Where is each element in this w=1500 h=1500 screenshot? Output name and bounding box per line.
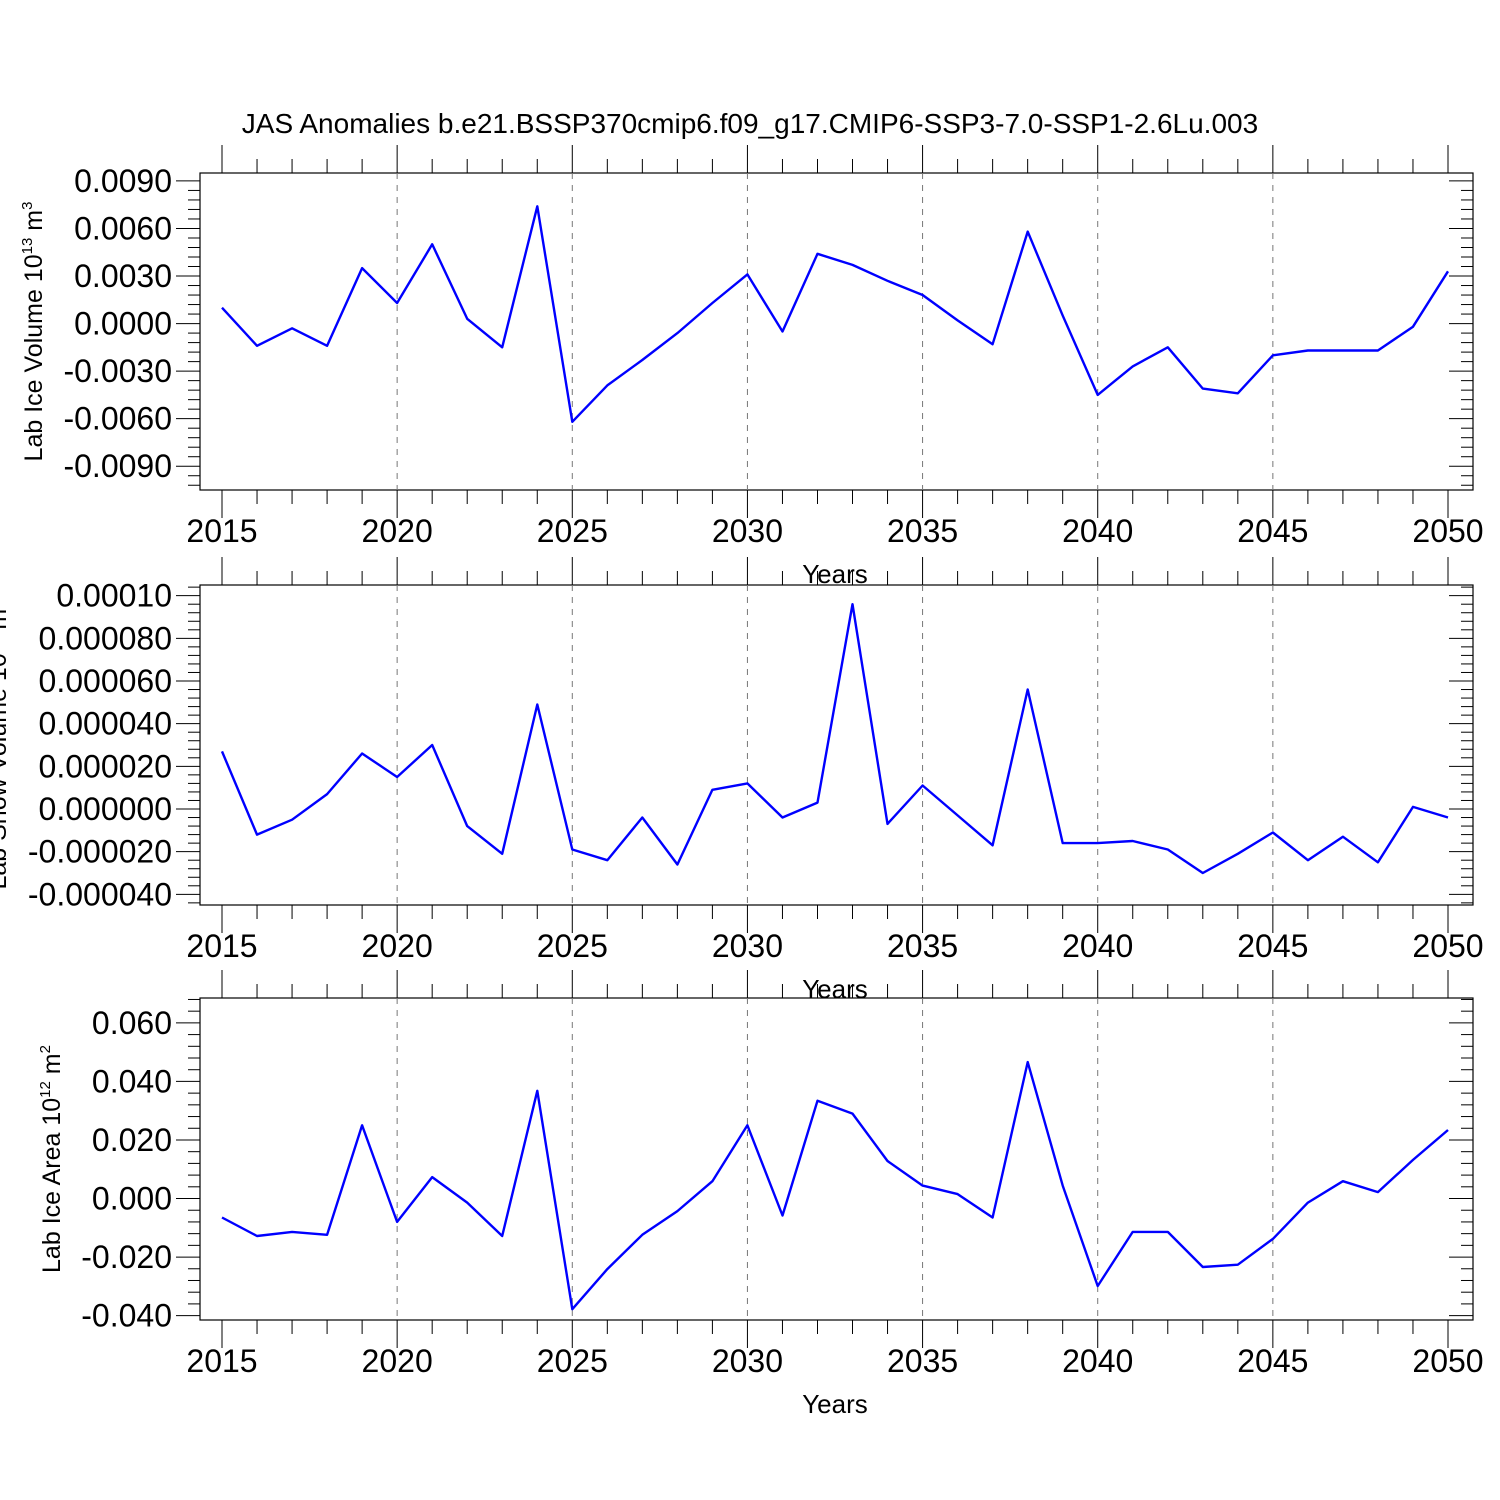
panel-lab-ice-volume: 2015 2020 2025 2030 2035 2040 2045 2050 Years 0.0…: [19, 145, 1484, 589]
x-axis-label: Years: [802, 974, 868, 1004]
x-tick-label: 2035: [887, 1343, 958, 1379]
y-tick-label: 0.000080: [39, 620, 172, 656]
x-tick-label: 2040: [1062, 928, 1133, 964]
plot-frame: [199, 584, 1474, 906]
y-tick-label: -0.0090: [63, 448, 172, 484]
x-tick-label: 2040: [1062, 1343, 1133, 1379]
y-tick-label: -0.040: [81, 1298, 172, 1334]
x-tick-label: 2025: [537, 513, 608, 549]
y-tick-label: -0.000040: [28, 876, 172, 912]
x-tick-label: 2020: [362, 1343, 433, 1379]
x-tick-label: 2015: [186, 1343, 257, 1379]
x-tick-label: 2035: [887, 513, 958, 549]
x-tick-label: 2015: [186, 513, 257, 549]
y-axis-label: Lab Ice Area 1012 m2: [37, 1045, 66, 1273]
y-axis-label: Lab Snow Volume 1013 m3: [0, 600, 12, 889]
panel-lab-snow-volume: 2015 2020 2025 2030 2035 2040 2045 2050 Years 0.0…: [0, 557, 1484, 1004]
x-tick-label: 2020: [362, 513, 433, 549]
y-tick-label: 0.0000: [74, 306, 172, 342]
y-tick-label: 0.00010: [56, 578, 172, 614]
x-tick-label: 2045: [1237, 1343, 1308, 1379]
plot-frame: [199, 997, 1474, 1321]
y-tick-label: 0.000040: [39, 706, 172, 742]
x-tick-label: 2050: [1412, 928, 1483, 964]
y-tick-label: 0.0030: [74, 258, 172, 294]
series-line: [221, 205, 1450, 423]
x-tick-label: 2050: [1412, 513, 1483, 549]
y-axis-label: Lab Ice Volume 1013 m3: [19, 202, 48, 462]
y-tick-label: -0.020: [81, 1239, 172, 1275]
x-tick-label: 2025: [537, 1343, 608, 1379]
y-tick-label: 0.060: [92, 1005, 172, 1041]
x-tick-label: 2050: [1412, 1343, 1483, 1379]
series-line: [220, 603, 1449, 875]
chart-title: JAS Anomalies b.e21.BSSP370cmip6.f09_g17…: [242, 108, 1258, 139]
y-tick-label: 0.000000: [39, 791, 172, 827]
y-tick-label: 0.020: [92, 1122, 172, 1158]
x-tick-label: 2045: [1237, 928, 1308, 964]
y-tick-label: 0.0060: [74, 210, 172, 246]
y-tick-label: -0.0030: [63, 353, 172, 389]
y-tick-label: -0.000020: [28, 834, 172, 870]
y-tick-label: 0.040: [92, 1063, 172, 1099]
panel-lab-ice-area: 2015 2020 2025 2030 2035 2040 2045 2050 Years 0.0…: [37, 970, 1484, 1419]
x-tick-label: 2035: [887, 928, 958, 964]
x-axis-label: Years: [802, 559, 868, 589]
x-tick-label: 2030: [712, 1343, 783, 1379]
x-axis-label: Years: [802, 1389, 868, 1419]
x-tick-label: 2015: [186, 928, 257, 964]
y-tick-label: 0.000060: [39, 663, 172, 699]
y-tick-label: -0.0060: [63, 401, 172, 437]
plot-frame: [199, 172, 1474, 491]
x-tick-label: 2045: [1237, 513, 1308, 549]
x-tick-label: 2040: [1062, 513, 1133, 549]
y-tick-label: 0.0090: [74, 163, 172, 199]
x-tick-label: 2030: [712, 928, 783, 964]
x-tick-label: 2025: [537, 928, 608, 964]
y-tick-label: 0.000: [92, 1181, 172, 1217]
x-tick-label: 2030: [712, 513, 783, 549]
y-tick-label: 0.000020: [39, 748, 172, 784]
series-line: [221, 1060, 1449, 1311]
x-tick-label: 2020: [362, 928, 433, 964]
